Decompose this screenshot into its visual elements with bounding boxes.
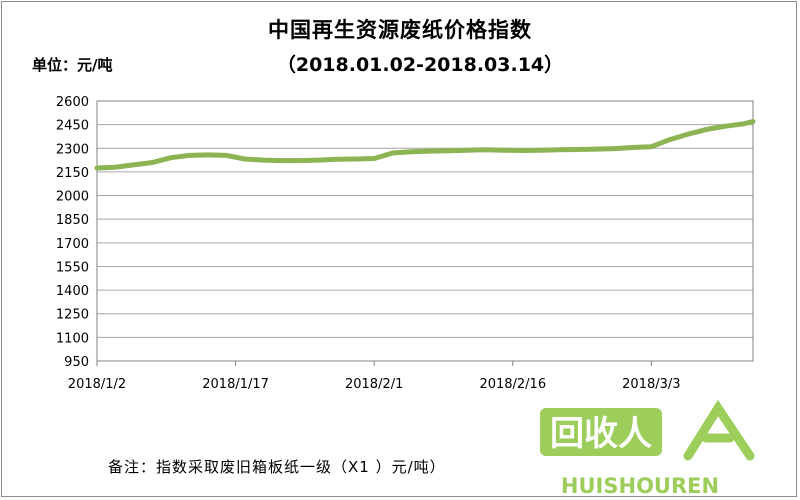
data-point	[354, 157, 358, 161]
y-tick-label: 1250	[56, 308, 89, 323]
unit-label: 单位：元/吨	[32, 56, 113, 74]
series-price-index	[94, 119, 756, 171]
data-point	[520, 148, 524, 152]
data-point	[557, 148, 561, 152]
data-point	[594, 147, 598, 151]
data-point	[668, 138, 672, 142]
y-tick-label: 2150	[56, 166, 89, 181]
data-point	[723, 124, 727, 128]
y-tick-label: 2300	[56, 142, 89, 157]
series-line	[94, 119, 756, 171]
watermark-logo-text: 回收人	[550, 414, 652, 454]
data-point	[280, 159, 284, 163]
watermark-logo: 回收人 HUISHOUREN	[540, 399, 755, 498]
data-point	[372, 157, 376, 161]
data-point	[538, 148, 542, 152]
data-point	[95, 166, 99, 170]
data-point	[206, 153, 210, 157]
y-tick-label: 2600	[56, 95, 89, 110]
data-point	[751, 119, 755, 123]
data-point	[612, 147, 616, 151]
data-point	[409, 150, 413, 154]
data-point	[132, 163, 136, 167]
chart-title: 中国再生资源废纸价格指数	[268, 18, 532, 42]
y-tick-label: 2000	[56, 190, 89, 205]
watermark-box	[540, 408, 662, 456]
data-point	[187, 153, 191, 157]
x-tick-label: 2018/2/16	[479, 377, 546, 392]
footnote: 备注：指数采取废旧箱板纸一级（X1 ）元/吨）	[108, 458, 446, 476]
data-point	[631, 145, 635, 149]
data-point	[317, 158, 321, 162]
watermark-latin-text: HUISHOUREN	[561, 474, 719, 498]
x-tick-label: 2018/2/1	[345, 377, 403, 392]
data-point	[298, 159, 302, 163]
data-point	[169, 156, 173, 160]
data-point	[261, 158, 265, 162]
plot-area-border	[96, 100, 754, 362]
data-point	[483, 148, 487, 152]
data-point	[428, 149, 432, 153]
data-point	[243, 157, 247, 161]
y-tick-label: 1550	[56, 260, 89, 275]
data-point	[335, 157, 339, 161]
y-tick-label: 1400	[56, 284, 89, 299]
x-tick-label: 2018/1/2	[68, 377, 126, 392]
data-point	[502, 148, 506, 152]
data-point	[391, 151, 395, 155]
data-point	[575, 148, 579, 152]
data-point	[446, 149, 450, 153]
y-tick-label: 2450	[56, 119, 89, 134]
y-tick-label: 950	[64, 355, 89, 370]
data-point	[742, 122, 746, 126]
y-tick-label: 1850	[56, 213, 89, 228]
data-point	[465, 148, 469, 152]
data-point	[649, 145, 653, 149]
x-tick-label: 2018/1/17	[202, 377, 269, 392]
grid-lines	[97, 100, 753, 362]
data-point	[113, 165, 117, 169]
x-tick-label: 2018/3/3	[622, 377, 680, 392]
x-axis-ticks: 2018/1/2 2018/1/17 2018/2/1 2018/2/16 2018/3…	[68, 361, 681, 392]
y-tick-label: 1100	[56, 331, 89, 346]
y-tick-label: 1700	[56, 237, 89, 252]
data-point	[150, 160, 154, 164]
data-point	[686, 132, 690, 136]
y-axis-ticks: 2600 2450 2300 2150 2000 1850 1700 1550 1400 1250…	[56, 95, 89, 370]
chart-subtitle: （2018.01.02-2018.03.14）	[276, 54, 564, 76]
data-point	[705, 127, 709, 131]
watermark-figure-icon	[683, 399, 755, 461]
data-point	[224, 153, 228, 157]
